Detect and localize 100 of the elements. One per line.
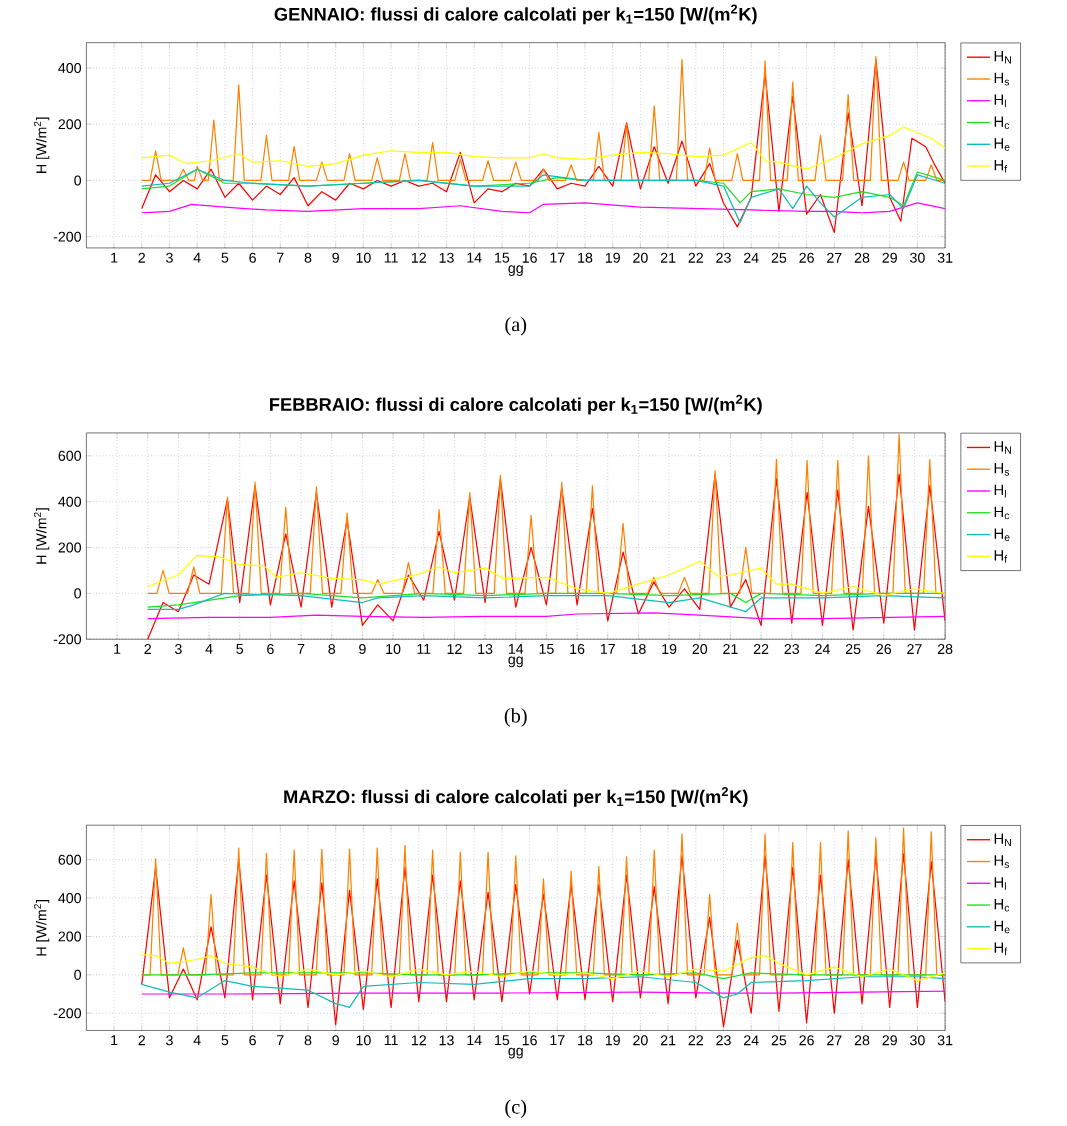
x-tick-label: 27 xyxy=(827,252,842,263)
legend-label: H$_{N}$ xyxy=(994,441,1011,454)
x-tick-label: 12 xyxy=(411,252,426,263)
x-tick-label: 7 xyxy=(277,1035,284,1046)
x-tick-label: 12 xyxy=(447,644,462,654)
x-tick-label: 9 xyxy=(332,252,339,263)
line-series xyxy=(147,554,946,597)
x-tick-label: 30 xyxy=(910,1035,925,1046)
x-tick-label: 15 xyxy=(495,1035,510,1046)
chart-title: MARZO: flussi di calore calcolati per k$_{1}$=150 [W/(m$^{2}$K) xyxy=(284,787,748,807)
x-tick-label: 1 xyxy=(114,644,121,654)
chart-title: GENNAIO: flussi di calore calcolati per k$_{1}$=150 [W/(m$^{2}$K) xyxy=(274,4,757,25)
x-tick-label: 26 xyxy=(799,1035,814,1046)
line-series xyxy=(147,473,946,640)
legend-label: H$_{s}$ xyxy=(994,72,1010,86)
x-tick-label: 29 xyxy=(882,1035,897,1046)
x-tick-label: 31 xyxy=(937,252,953,263)
x-tick-label: 6 xyxy=(267,644,274,655)
x-tick-label: 25 xyxy=(845,644,861,655)
y-axis-title: H [W/m$^{2}$] xyxy=(33,117,50,173)
text: (a) xyxy=(505,317,527,336)
x-tick-label: 28 xyxy=(854,252,870,263)
x-tick-label: 4 xyxy=(193,1035,201,1046)
x-tick-label: 3 xyxy=(166,1035,173,1046)
x-tick-label: 28 xyxy=(854,1035,870,1046)
x-tick-label: 23 xyxy=(716,252,731,263)
x-tick-label: 25 xyxy=(771,1035,787,1046)
y-axis-title: H [W/m$^{2}$] xyxy=(33,900,50,956)
line-series xyxy=(141,126,946,170)
x-tick-label: 13 xyxy=(439,252,454,263)
x-tick-label: 14 xyxy=(508,644,524,654)
x-tick-label: 15 xyxy=(539,644,554,654)
x-tick-label: 19 xyxy=(662,644,677,655)
legend-label: H$_{s}$ xyxy=(994,463,1010,476)
x-tick-label: 1 xyxy=(111,252,118,263)
x-tick-label: 20 xyxy=(692,644,708,655)
x-tick-label: 2 xyxy=(138,252,145,263)
x-tick-label: 15 xyxy=(495,252,510,263)
x-axis-title: gg xyxy=(508,265,523,276)
y-tick-label: 200 xyxy=(58,931,81,942)
x-tick-label: 24 xyxy=(743,1035,759,1046)
x-tick-label: 8 xyxy=(304,252,312,263)
x-tick-label: 11 xyxy=(417,644,431,654)
y-tick-label: 200 xyxy=(58,542,81,553)
x-tick-label: 16 xyxy=(522,252,537,263)
x-tick-label: 17 xyxy=(550,252,565,263)
legend-label: H$_{s}$ xyxy=(994,855,1010,868)
x-tick-label: 29 xyxy=(882,252,897,263)
legend-label: H$_{e}$ xyxy=(994,528,1010,541)
line-series xyxy=(141,976,946,1009)
y-tick-label: -200 xyxy=(53,634,81,645)
x-tick-label: 7 xyxy=(297,644,305,654)
legend-label: H$_{c}$ xyxy=(994,898,1010,912)
x-tick-label: 5 xyxy=(221,252,229,263)
legend-label: H$_{f}$ xyxy=(994,159,1008,173)
legend-label: H$_{e}$ xyxy=(994,920,1010,934)
x-tick-label: 1 xyxy=(111,1035,118,1046)
y-tick-label: 400 xyxy=(58,62,81,74)
legend-label: H$_{c}$ xyxy=(994,506,1010,520)
x-tick-label: 10 xyxy=(356,252,371,263)
y-axis-title: H [W/m$^{2}$] xyxy=(33,508,50,564)
legend-label: H$_{l}$ xyxy=(994,94,1006,108)
x-tick-label: 30 xyxy=(910,252,925,263)
y-tick-label: 200 xyxy=(58,119,81,130)
legend-label: H$_{l}$ xyxy=(994,877,1006,890)
x-tick-label: 2 xyxy=(144,644,151,654)
x-tick-label: 4 xyxy=(193,252,201,263)
line-series xyxy=(141,954,946,982)
x-tick-label: 23 xyxy=(716,1035,731,1046)
x-tick-label: 12 xyxy=(411,1035,426,1046)
x-tick-label: 20 xyxy=(633,252,648,263)
x-tick-label: 17 xyxy=(550,1035,565,1046)
x-tick-label: 22 xyxy=(688,1035,703,1046)
x-tick-label: 2 xyxy=(138,1035,145,1046)
x-tick-label: 5 xyxy=(236,644,244,654)
legend-label: H$_{c}$ xyxy=(994,116,1010,129)
x-tick-label: 26 xyxy=(876,644,892,655)
x-tick-label: 24 xyxy=(815,644,830,654)
x-tick-label: 6 xyxy=(249,1035,256,1046)
x-tick-label: 24 xyxy=(743,252,759,263)
legend-label: H$_{f}$ xyxy=(994,942,1008,956)
x-tick-label: 8 xyxy=(304,1035,312,1046)
x-tick-label: 10 xyxy=(356,1035,371,1046)
y-tick-label: 600 xyxy=(58,450,81,461)
legend-label: H$_{N}$ xyxy=(994,51,1011,64)
text: (c) xyxy=(505,1099,527,1118)
x-tick-label: 17 xyxy=(600,644,615,654)
x-tick-label: 23 xyxy=(784,644,800,655)
x-tick-label: 19 xyxy=(605,1035,620,1046)
x-tick-label: 11 xyxy=(384,1035,398,1046)
x-tick-label: 10 xyxy=(386,644,401,655)
x-tick-label: 18 xyxy=(578,252,593,263)
x-tick-label: 8 xyxy=(328,644,336,655)
x-tick-label: 27 xyxy=(827,1035,842,1046)
x-tick-label: 21 xyxy=(660,1035,676,1046)
x-tick-label: 27 xyxy=(907,644,922,654)
x-tick-label: 16 xyxy=(570,644,585,655)
x-tick-label: 31 xyxy=(937,1035,953,1046)
x-tick-label: 22 xyxy=(688,252,703,263)
x-tick-label: 4 xyxy=(205,644,213,654)
